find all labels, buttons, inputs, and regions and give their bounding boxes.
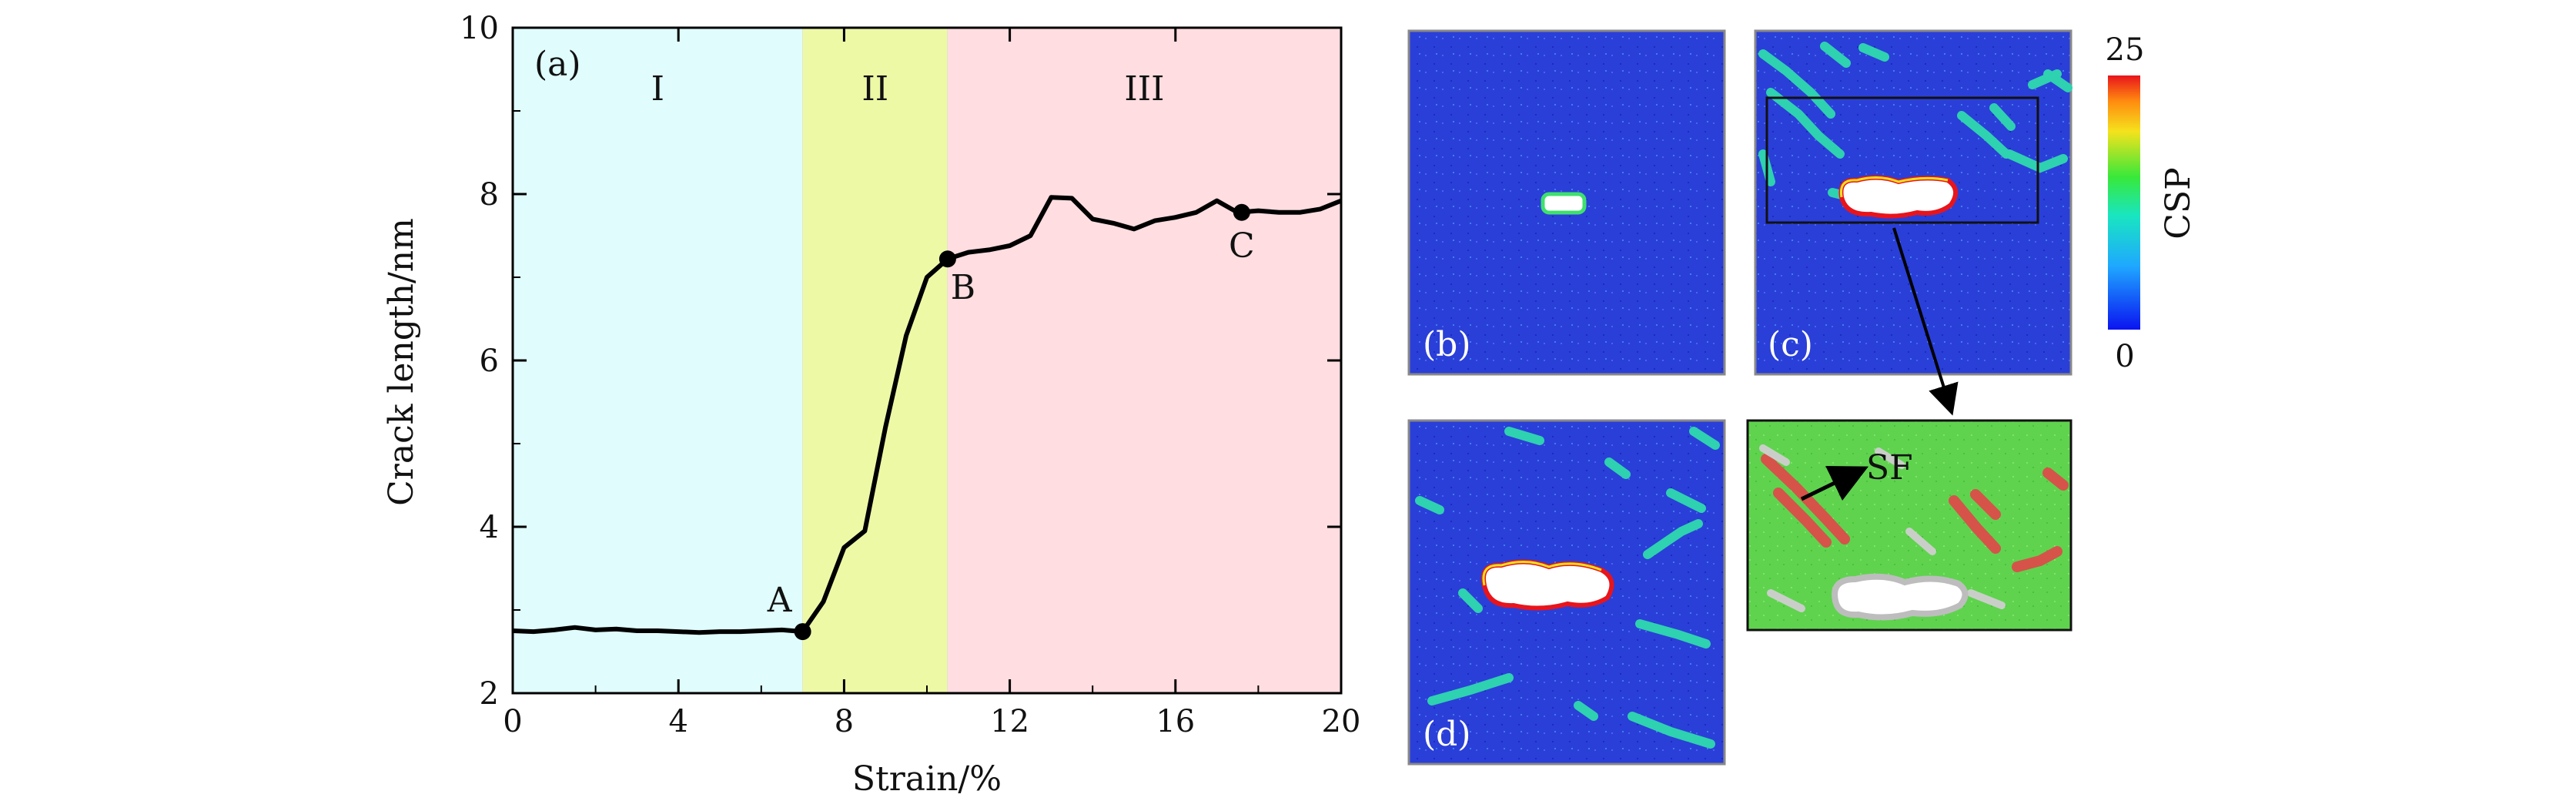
sf-pointer-arrow xyxy=(1800,466,1868,501)
y-tick-label: 10 xyxy=(460,11,499,46)
zoom-callout-arrow xyxy=(1892,227,1959,416)
point-a-label: A xyxy=(767,581,793,620)
point-b-marker xyxy=(938,250,956,268)
snapshot-d-label: (d) xyxy=(1423,715,1471,754)
point-a-marker xyxy=(794,623,811,641)
y-tick-label: 8 xyxy=(480,177,499,213)
y-tick-label: 6 xyxy=(480,344,499,379)
plot-frame xyxy=(511,26,1343,695)
region-label-1: I xyxy=(651,69,664,109)
snapshot-c-crack xyxy=(1838,175,1958,219)
x-tick-label: 16 xyxy=(1156,704,1195,739)
zoom-inset-disorder xyxy=(1759,444,2006,612)
zoom-inset-sf-label: SF xyxy=(1866,448,1913,488)
x-tick-label: 12 xyxy=(990,704,1029,739)
zoom-inset-sf: SF xyxy=(1746,419,2073,632)
region-2 xyxy=(802,28,948,693)
snapshot-b: (b) xyxy=(1407,29,1726,376)
csp-colorbar: 25 0 CSP xyxy=(2106,32,2198,374)
zoom-inset-faults xyxy=(1761,454,2069,572)
region-3 xyxy=(947,28,1341,693)
y-tick-label: 2 xyxy=(480,676,499,712)
snapshot-b-crack xyxy=(1541,192,1587,215)
crack-length-series-line xyxy=(512,195,1343,635)
y-axis-label: Crack length/nm xyxy=(382,218,421,506)
point-c-marker xyxy=(1233,203,1250,221)
snapshot-b-label: (b) xyxy=(1423,325,1471,364)
snapshot-d-crack xyxy=(1481,559,1614,611)
point-c-label: C xyxy=(1229,226,1255,266)
x-tick-label: 4 xyxy=(668,704,687,739)
region-label-2: II xyxy=(861,69,888,109)
snapshot-c-zoom-box xyxy=(1765,96,2039,224)
snapshot-c-label: (c) xyxy=(1768,325,1813,364)
x-axis-label: Strain/% xyxy=(852,759,1002,799)
csp-colorbar-gradient xyxy=(2108,75,2140,330)
y-tick-label: 4 xyxy=(480,510,499,545)
csp-colorbar-max: 25 xyxy=(2106,32,2145,68)
csp-colorbar-title: CSP xyxy=(2159,167,2198,239)
region-1 xyxy=(513,28,803,693)
panel-a-label: (a) xyxy=(534,45,581,84)
x-tick-label: 20 xyxy=(1322,704,1361,739)
x-tick-label: 8 xyxy=(835,704,854,739)
region-label-3: III xyxy=(1124,69,1164,109)
snapshot-d: (d) xyxy=(1407,419,1726,766)
snapshot-c: (c) xyxy=(1754,29,2073,416)
point-b-label: B xyxy=(951,268,975,307)
zoom-inset-crack xyxy=(1832,573,1969,621)
x-tick-label: 0 xyxy=(503,704,522,739)
csp-colorbar-min: 0 xyxy=(2115,339,2134,374)
snapshot-d-stacking-faults xyxy=(1415,427,1720,749)
